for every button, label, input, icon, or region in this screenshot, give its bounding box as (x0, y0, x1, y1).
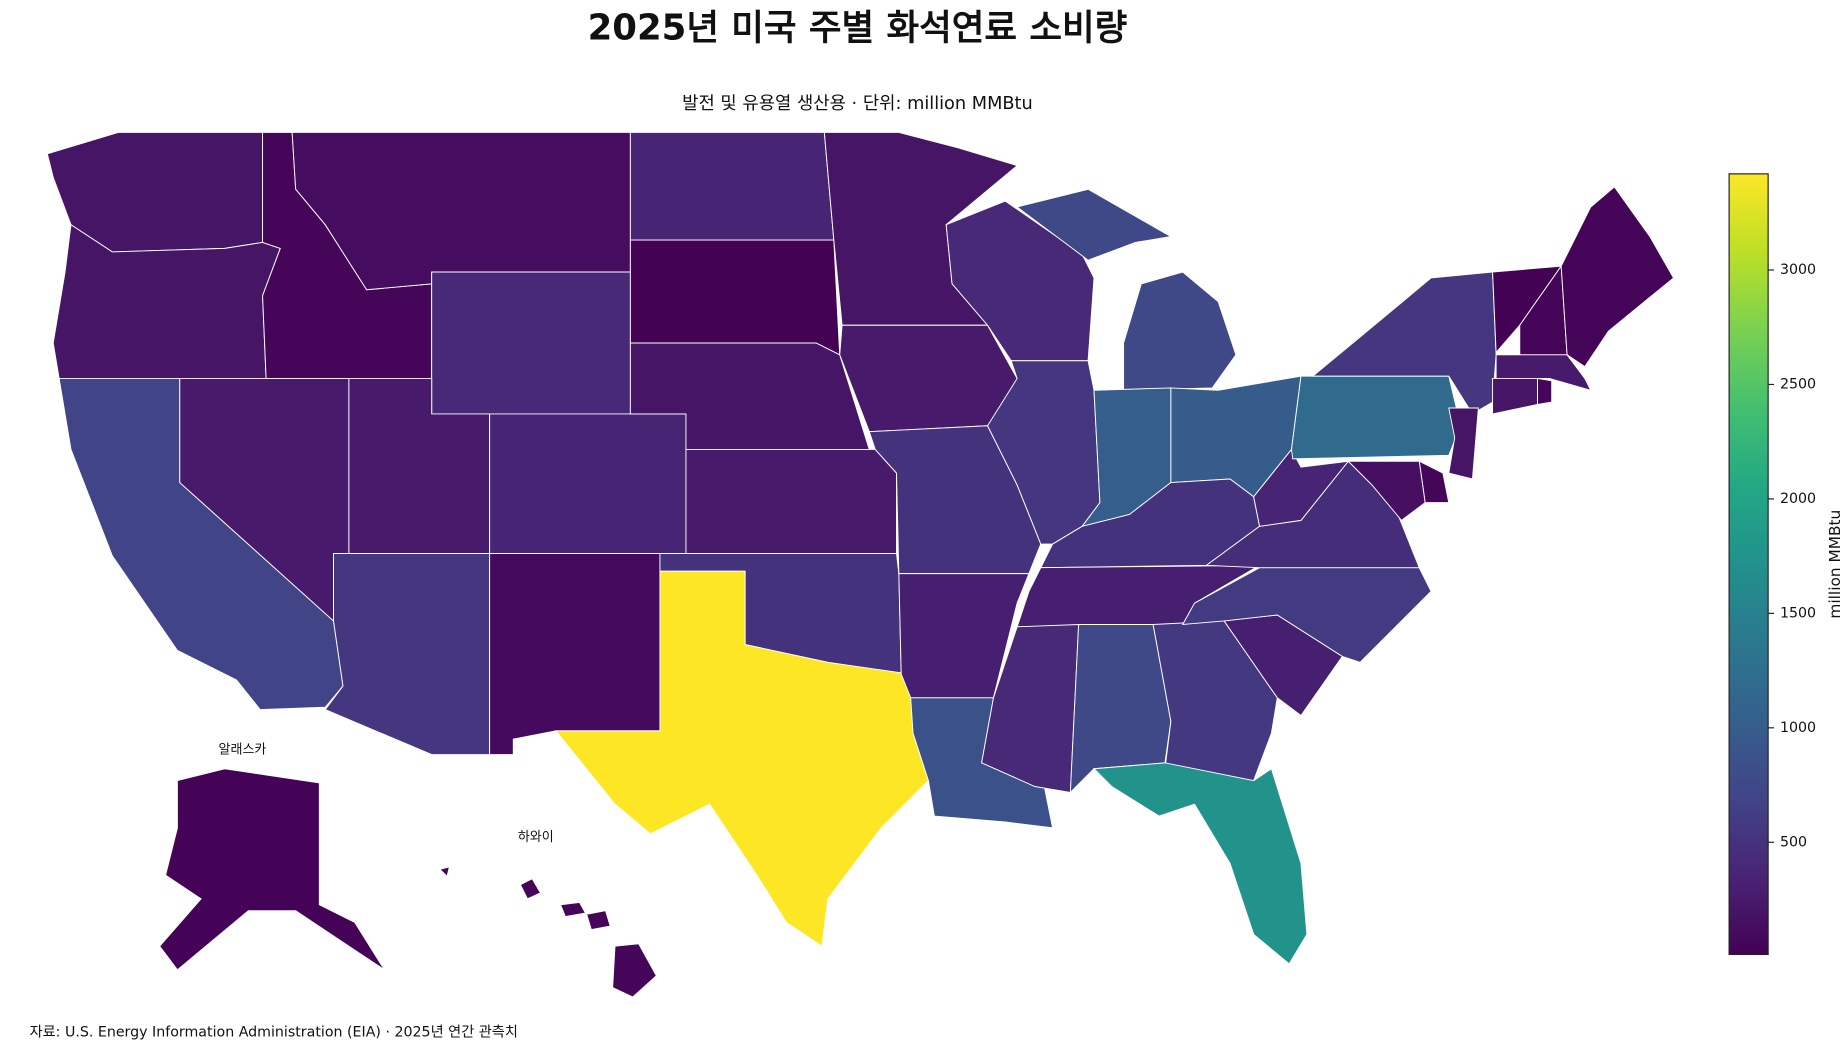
state (439, 866, 657, 998)
state (1347, 460, 1426, 522)
colorbar-tick-label: 1500 (1780, 605, 1816, 621)
state (685, 448, 897, 554)
state (839, 324, 1018, 433)
colorbar (1728, 173, 1769, 956)
state (1492, 377, 1538, 415)
subtitle: 발전 및 유용열 생산용 · 단위: million MMBtu (682, 93, 1033, 114)
state (1181, 567, 1432, 663)
state (1291, 375, 1462, 460)
state (1016, 188, 1237, 391)
state (629, 131, 835, 241)
state (1560, 186, 1675, 368)
source-note: 자료: U.S. Energy Information Administrati… (30, 1024, 518, 1040)
colorbar-tick-label: 2000 (1780, 491, 1816, 507)
state (1448, 407, 1479, 480)
hawaii-label: 하와이 (518, 830, 554, 845)
colorbar-tick-label: 2500 (1780, 376, 1816, 392)
states (46, 131, 1675, 998)
state (489, 553, 661, 756)
state (1537, 377, 1553, 406)
state (1092, 762, 1308, 965)
state (489, 413, 687, 554)
map-root: 2025년 미국 주별 화석연료 소비량 발전 및 유용열 생산용 · 단위: … (30, 8, 1844, 1041)
state (629, 239, 841, 356)
state (324, 553, 491, 756)
colorbar-tick-label: 3000 (1780, 262, 1816, 278)
state (554, 570, 929, 947)
state (431, 271, 631, 415)
colorbar-tick-label: 500 (1780, 834, 1807, 850)
colorbar-tick-label: 1000 (1780, 720, 1816, 736)
alaska-label: 알래스카 (219, 742, 267, 757)
title: 2025년 미국 주별 화석연료 소비량 (588, 8, 1128, 49)
colorbar-label: million MMBtu (1826, 510, 1844, 619)
state (159, 768, 385, 971)
